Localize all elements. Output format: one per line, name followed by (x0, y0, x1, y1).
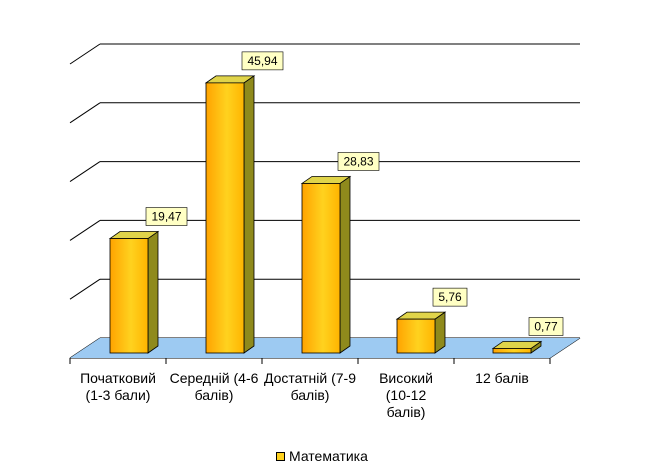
wall-gridline (69, 219, 101, 241)
category-label: 12 балів (475, 370, 529, 386)
data-label-text: 28,83 (343, 154, 373, 168)
data-label: 19,47 (145, 207, 188, 226)
wall-gridline (69, 102, 101, 124)
wall-gridline (69, 161, 101, 183)
bar-front (109, 238, 149, 354)
data-label: 5,76 (432, 287, 468, 307)
data-label: 28,83 (337, 152, 380, 171)
wall-gridline (69, 43, 101, 65)
bar-side (243, 75, 255, 354)
data-label: 45,94 (241, 51, 284, 71)
data-label-box (432, 287, 468, 307)
bar-side (147, 230, 159, 354)
data-label-box (145, 207, 188, 226)
bar-front (492, 348, 532, 354)
wall-gridline (69, 278, 101, 300)
data-label: 0,77 (528, 317, 564, 336)
legend-swatch (276, 452, 285, 461)
data-labels: 19,47 45,94 28,83 5,76 0,77 (145, 51, 564, 336)
bar-front (301, 183, 341, 354)
bar (491, 340, 543, 354)
bar-side (339, 175, 351, 354)
data-label-box (241, 51, 284, 71)
bars (108, 75, 543, 354)
data-label-box (528, 317, 564, 336)
data-label-text: 0,77 (534, 319, 558, 333)
legend-label: Математика (289, 448, 368, 464)
data-label-text: 5,76 (438, 290, 462, 304)
category-label: Достатній (7-9 балів) (263, 370, 357, 403)
bar (395, 311, 447, 354)
category-label: Високий (10-12 балів) (379, 370, 433, 420)
data-label-text: 19,47 (151, 210, 181, 224)
bar (204, 75, 256, 354)
bar-front (205, 82, 245, 354)
category-label: Середній (4-6 балів) (169, 370, 259, 403)
legend: Математика (276, 448, 368, 465)
bar (300, 175, 352, 354)
category-label: Початковий (1-3 бали) (80, 370, 156, 403)
bar (108, 230, 160, 354)
data-label-box (337, 152, 380, 171)
data-label-text: 45,94 (247, 54, 277, 68)
bar-front (396, 318, 436, 354)
